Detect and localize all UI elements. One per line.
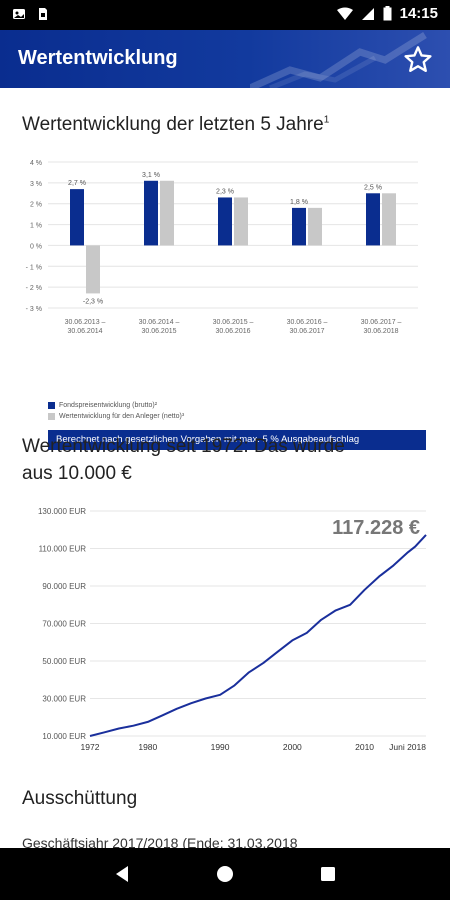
trend-line-decoration (250, 32, 427, 88)
data-label: -2,3 % (83, 298, 103, 305)
y-tick-label: - 3 % (26, 306, 42, 313)
y-tick-label: 110.000 EUR (39, 545, 87, 554)
x-tick-label: 30.06.2013 – (65, 319, 106, 326)
status-bar: 14:15 (0, 0, 450, 30)
x-tick-label: 1980 (138, 742, 157, 752)
data-label: 2,7 % (68, 180, 86, 187)
bar (144, 180, 158, 246)
x-tick-label: 30.06.2015 – (213, 319, 254, 326)
bar (70, 189, 84, 246)
bar (86, 245, 100, 294)
data-label: 3,1 % (142, 172, 160, 179)
section-title-distribution: Ausschüttung (22, 788, 138, 809)
x-tick-label: 30.06.2018 (363, 328, 398, 335)
recents-square-icon (321, 867, 336, 881)
section-title-5-years: Wertentwicklung der letzten 5 Jahre1 (22, 114, 329, 136)
fiscal-year-line: Geschäftsjahr 2017/2018 (Ende: 31.03.201… (22, 835, 298, 848)
bar (218, 197, 232, 246)
battery-icon (383, 6, 392, 21)
bar (382, 193, 396, 246)
clock: 14:15 (399, 5, 438, 22)
section-title-text: Wertentwicklung der letzten 5 Jahre (22, 114, 324, 135)
home-button[interactable] (210, 859, 240, 889)
bar-chart-svg: 4 % 3 % 2 % 1 % 0 % - 1 % - 2 % - 3 % 2,7 % 3,1 %… (26, 160, 418, 335)
bar-chart-5-years: 4 % 3 % 2 % 1 % 0 % - 1 % - 2 % - 3 % 2,7 % 3,1 %… (20, 150, 430, 462)
section-title-since-1972: Wertentwicklung seit 1972: Das wurde aus… (22, 433, 345, 487)
notification-icons (12, 7, 50, 21)
cellular-signal-icon (361, 7, 374, 20)
bar (308, 207, 322, 246)
y-tick-label: 0 % (30, 243, 42, 250)
y-tick-label: 50.000 EUR (42, 657, 86, 666)
x-tick-label: 30.06.2017 (289, 328, 324, 335)
x-tick-label: 30.06.2016 – (287, 319, 328, 326)
status-indicators: 14:15 (336, 5, 438, 22)
data-label: 1,8 % (290, 199, 308, 206)
sim-card-icon (39, 8, 47, 20)
x-tick-label: 2000 (283, 742, 302, 752)
y-tick-label: - 1 % (26, 264, 42, 271)
y-tick-label: 70.000 EUR (42, 620, 86, 629)
y-tick-label: 4 % (30, 160, 42, 167)
final-value-label: 117.228 € (332, 517, 420, 539)
y-tick-label: - 2 % (26, 285, 42, 292)
app-bar: Wertentwicklung (0, 30, 450, 88)
section-title-line-1: Wertentwicklung seit 1972: Das wurde (22, 436, 345, 457)
star-outline-icon (404, 46, 432, 72)
y-tick-label: 1 % (30, 223, 42, 230)
x-tick-label: 1972 (81, 742, 100, 752)
calculation-note: Berechnet nach gesetzlichen Vorgaben mit… (48, 430, 426, 450)
line-chart-since-1972: 10.000 EUR 30.000 EUR 50.000 EUR 70.000 EUR… (20, 503, 430, 753)
back-triangle-icon (115, 866, 128, 882)
bar-chart-legend: Fondspreisentwicklung (brutto)² Wertentw… (48, 400, 184, 422)
legend-swatch-gross (48, 402, 55, 409)
y-tick-label: 10.000 EUR (42, 732, 86, 741)
legend-item-gross: Fondspreisentwicklung (brutto)² (48, 400, 184, 411)
legend-label-gross: Fondspreisentwicklung (brutto)² (59, 402, 158, 409)
system-navigation-bar (0, 848, 450, 900)
x-tick-label: 30.06.2014 – (139, 319, 180, 326)
x-tick-label: 30.06.2017 – (361, 319, 402, 326)
y-tick-label: 30.000 EUR (42, 695, 86, 704)
legend-label-net: Wertentwicklung für den Anleger (netto)³ (59, 413, 185, 420)
back-button[interactable] (107, 859, 137, 889)
y-tick-label: 2 % (30, 202, 42, 209)
x-tick-label: 2010 (355, 742, 374, 752)
image-notification-icon (13, 9, 25, 19)
footnote-marker: 1 (323, 114, 330, 126)
recents-button[interactable] (313, 859, 343, 889)
legend-item-net: Wertentwicklung für den Anleger (netto)³ (48, 411, 184, 422)
wifi-icon (336, 7, 353, 20)
series-line (89, 534, 427, 737)
y-tick-label: 3 % (30, 181, 42, 188)
bar (160, 180, 174, 246)
y-tick-label: 90.000 EUR (42, 582, 86, 591)
app-title: Wertentwicklung (18, 47, 178, 69)
home-circle-icon (216, 866, 233, 882)
x-tick-label: 30.06.2014 (67, 328, 102, 335)
section-title-line-2: aus 10.000 € (22, 463, 132, 484)
bar (366, 193, 380, 246)
data-label: 2,3 % (216, 188, 234, 195)
x-tick-label: Juni 2018 (389, 742, 426, 752)
content-scroll-area[interactable]: Wertentwicklung der letzten 5 Jahre1 4 %… (0, 88, 450, 848)
x-tick-label: 30.06.2016 (215, 328, 250, 335)
x-tick-label: 30.06.2015 (141, 328, 176, 335)
favorite-button[interactable] (400, 42, 436, 78)
line-chart-svg: 10.000 EUR 30.000 EUR 50.000 EUR 70.000 EUR… (38, 507, 427, 752)
bar (292, 207, 306, 246)
y-tick-label: 130.000 EUR (38, 507, 86, 516)
data-label: 2,5 % (364, 184, 382, 191)
bar (234, 197, 248, 246)
x-tick-label: 1990 (211, 742, 230, 752)
legend-swatch-net (48, 413, 55, 420)
